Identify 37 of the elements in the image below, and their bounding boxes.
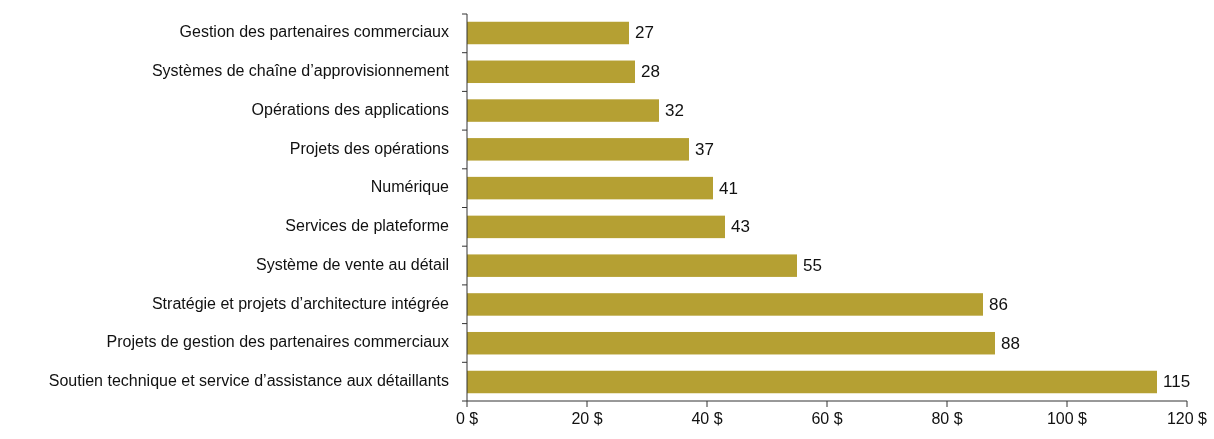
data-label: 115 (1163, 372, 1191, 392)
data-label: 43 (731, 217, 750, 237)
bar (467, 215, 725, 239)
y-tick-label: Gestion des partenaires commerciaux (179, 23, 449, 41)
bar (467, 331, 995, 355)
y-tick-label: Services de plateforme (285, 217, 450, 235)
data-label: 86 (989, 294, 1008, 314)
bar (467, 370, 1157, 394)
y-tick-label: Opérations des applications (251, 100, 449, 118)
bar (467, 138, 689, 161)
bar (467, 99, 659, 122)
data-label: 28 (641, 62, 660, 82)
x-tick-label: 40 $ (691, 410, 723, 427)
data-label: 55 (803, 256, 822, 276)
y-tick-label: Stratégie et projets d’architecture intégrée (151, 294, 450, 312)
bar (467, 254, 797, 277)
data-label: 88 (1001, 333, 1020, 353)
x-tick-label: 20 $ (571, 410, 603, 427)
y-tick-label: Projets des opérations (289, 139, 449, 157)
y-tick-label: Projets de gestion des partenaires commerciaux (106, 333, 449, 351)
x-tick-label: 0 $ (455, 410, 479, 427)
data-label: 32 (665, 101, 684, 121)
x-tick-label: 60 $ (811, 410, 843, 427)
bar (467, 60, 635, 84)
bar (467, 21, 629, 45)
data-label: 27 (635, 23, 654, 43)
x-tick-label: 120 $ (1166, 410, 1208, 427)
y-tick-label: Systèmes de chaîne d’approvisionnement (151, 62, 450, 80)
data-label: 37 (695, 139, 714, 159)
bar (467, 176, 713, 200)
y-tick-label: Système de vente au détail (255, 255, 449, 273)
x-tick-label: 100 $ (1046, 410, 1088, 427)
bar (467, 293, 983, 316)
y-tick-label: Numérique (370, 178, 450, 196)
y-tick-label: Soutien technique et service d’assistance aux détaillants (48, 372, 449, 390)
data-label: 41 (719, 178, 738, 198)
x-tick-label: 80 $ (931, 410, 963, 427)
